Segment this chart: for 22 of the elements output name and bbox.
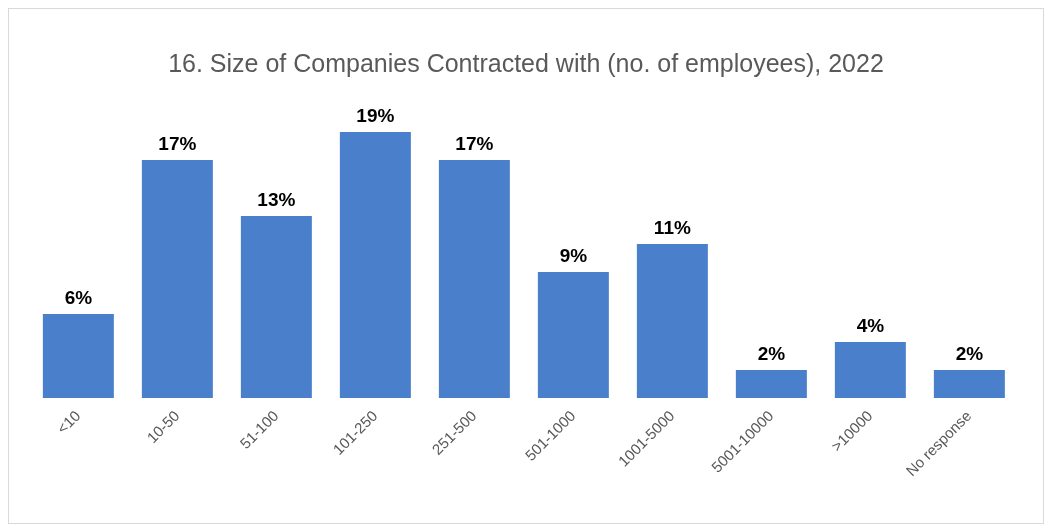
data-label: 11%: [653, 217, 691, 238]
data-label: 2%: [955, 343, 984, 364]
data-label: 19%: [356, 105, 395, 126]
bar: [933, 370, 1005, 398]
data-label: 2%: [757, 343, 786, 364]
data-label: 13%: [257, 189, 296, 210]
data-label: 17%: [455, 133, 494, 154]
data-label: 9%: [559, 245, 588, 266]
bar: [834, 342, 906, 398]
data-label: 4%: [856, 315, 885, 336]
bar: [339, 132, 411, 398]
data-label: 17%: [158, 133, 197, 154]
chart-title: 16. Size of Companies Contracted with (no. of employees), 2022: [167, 48, 885, 78]
data-label: 6%: [64, 287, 93, 308]
bar: [636, 244, 708, 398]
bar: [141, 160, 213, 398]
bar: [240, 216, 312, 398]
bar: [42, 314, 114, 398]
bar: [735, 370, 807, 398]
bar: [537, 272, 609, 398]
bar: [438, 160, 510, 398]
x-tick-label: <10: [53, 406, 84, 437]
